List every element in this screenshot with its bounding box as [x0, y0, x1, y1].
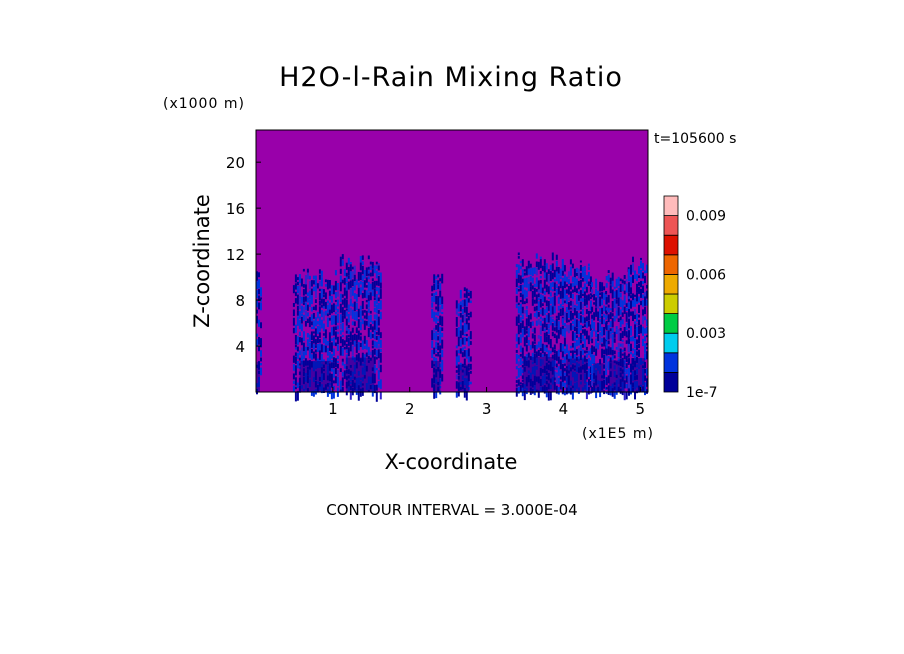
colorbar-swatch — [663, 313, 679, 334]
plot-frame — [255, 129, 649, 393]
contour-interval-note: CONTOUR INTERVAL = 3.000E-04 — [326, 501, 577, 519]
x-axis: 1 2 3 4 5 — [328, 387, 645, 418]
rain-region — [455, 287, 472, 401]
colorbar-label: 0.009 — [686, 209, 726, 225]
rain-region — [431, 273, 444, 399]
colorbar-swatch — [663, 293, 679, 315]
rain-region — [339, 254, 382, 402]
colorbar-swatch — [663, 273, 679, 295]
y-tick-label: 20 — [226, 154, 245, 172]
colorbar-swatch — [663, 234, 679, 256]
x-tick-label: 3 — [482, 400, 492, 418]
colorbar-label: 0.006 — [686, 267, 726, 283]
colorbar: 1e-7 0.003 0.006 0.009 — [663, 195, 726, 401]
y-axis: 4 8 12 16 20 — [226, 154, 261, 356]
y-axis-label: Z-coordinate — [190, 194, 214, 328]
x-tick-label: 5 — [636, 400, 646, 418]
rain-region — [628, 256, 648, 400]
y-tick-label: 4 — [235, 338, 245, 356]
rain-region — [292, 268, 339, 402]
y-tick-label: 8 — [235, 292, 245, 310]
colorbar-swatch — [663, 215, 679, 236]
rain-region — [561, 259, 592, 400]
x-unit-label: (x1E5 m) — [582, 426, 654, 442]
colorbar-swatch — [663, 371, 679, 393]
y-tick-label: 12 — [226, 246, 245, 264]
x-tick-label: 1 — [328, 400, 338, 418]
y-tick-label: 16 — [226, 200, 245, 218]
chart-title: H2O-l-Rain Mixing Ratio — [279, 62, 623, 93]
colorbar-swatch — [663, 352, 679, 373]
rain-region — [515, 252, 564, 401]
x-axis-label: X-coordinate — [385, 450, 518, 474]
colorbar-swatch — [663, 332, 679, 354]
plot-area — [255, 129, 649, 402]
x-tick-label: 4 — [559, 400, 569, 418]
rain-region — [256, 271, 262, 395]
y-unit-label: (x1000 m) — [163, 96, 245, 112]
colorbar-swatch — [663, 195, 679, 217]
colorbar-swatch — [663, 254, 679, 275]
colorbar-label: 1e-7 — [686, 385, 717, 401]
x-tick-label: 2 — [405, 400, 415, 418]
colorbar-label: 0.003 — [686, 326, 726, 342]
time-label: t=105600 s — [654, 131, 736, 147]
